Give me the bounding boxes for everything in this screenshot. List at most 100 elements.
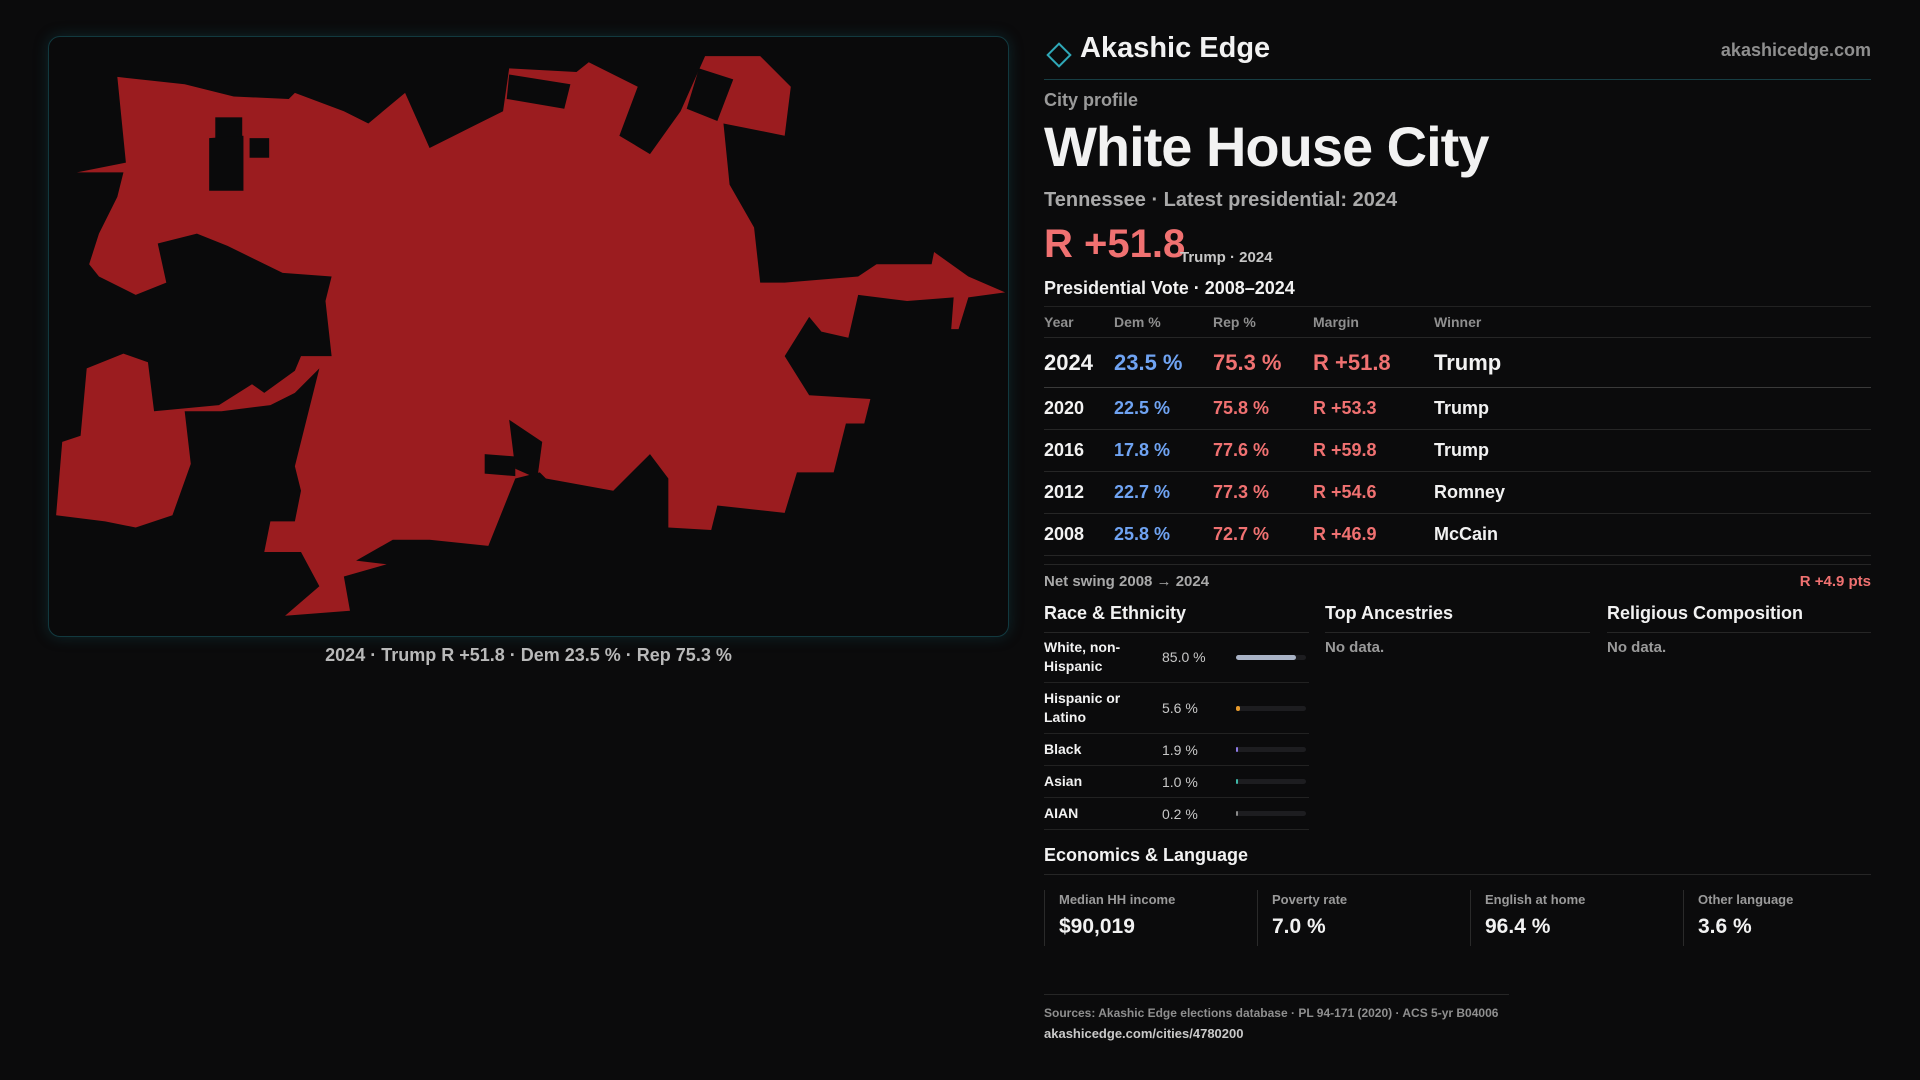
table-cell: 75.8 % <box>1213 398 1270 418</box>
race-label: AIAN <box>1044 805 1079 821</box>
divider <box>1044 79 1871 80</box>
stat-box: Poverty rate 7.0 % <box>1257 890 1470 946</box>
race-row: Black 1.9 % <box>1044 734 1309 766</box>
race-bar <box>1236 705 1240 711</box>
stat-value: 7.0 % <box>1272 915 1326 938</box>
table-cell: 75.3 % <box>1213 349 1282 375</box>
city-title: White House City <box>1044 115 1489 178</box>
brand: Akashic Edge <box>1080 32 1271 64</box>
bar-track <box>1236 747 1306 752</box>
table-cell: 2020 <box>1044 398 1085 418</box>
table-cell: R +54.6 <box>1313 482 1377 502</box>
stat-value: $90,019 <box>1059 915 1135 938</box>
table-cell: R +53.3 <box>1313 398 1377 418</box>
map-caption: 2024 · Trump R +51.8 · Dem 23.5 % · Rep … <box>325 645 732 665</box>
margin-note: Trump · 2024 <box>1180 249 1273 266</box>
table-cell: 77.6 % <box>1213 440 1270 460</box>
stat-value: 3.6 % <box>1698 915 1752 938</box>
section-title: Race & Ethnicity <box>1044 603 1309 633</box>
no-data: No data. <box>1325 639 1385 656</box>
race-bar <box>1236 811 1238 816</box>
stat-box: Other language 3.6 % <box>1683 890 1896 946</box>
table-header: Year Dem % Rep % Margin Winner <box>1044 307 1871 338</box>
stat-label: Poverty rate <box>1272 892 1348 907</box>
map-panel <box>48 36 1009 637</box>
race-label: White, non-Hispanic <box>1044 639 1121 674</box>
table-cell: 22.7 % <box>1114 482 1171 502</box>
table-cell: Trump <box>1434 349 1502 375</box>
section-title: Religious Composition <box>1607 603 1871 633</box>
table-cell: R +51.8 <box>1313 349 1391 375</box>
city-shape <box>56 56 1006 616</box>
column-header: Dem % <box>1114 314 1161 330</box>
table-row: 2024 23.5 % 75.3 % R +51.8 Trump <box>1044 338 1871 388</box>
table-cell: 22.5 % <box>1114 398 1171 418</box>
profile-panel: Akashic Edge akashicedge.com City profil… <box>1044 0 1871 1080</box>
bar-track <box>1236 654 1306 660</box>
table-cell: Romney <box>1434 482 1506 502</box>
column-header: Rep % <box>1213 314 1256 330</box>
race-label: Black <box>1044 741 1082 757</box>
section-title: Top Ancestries <box>1325 603 1590 633</box>
race-list: White, non-Hispanic 85.0 % Hispanic or Lat… <box>1044 632 1309 830</box>
race-bar <box>1236 654 1296 660</box>
table-cell: 2008 <box>1044 524 1085 544</box>
sources: Sources: Akashic Edge elections database… <box>1044 1006 1499 1020</box>
divider <box>1044 994 1509 995</box>
column-header: Margin <box>1313 314 1359 330</box>
race-value: 5.6 % <box>1162 700 1198 716</box>
city-map <box>56 56 1006 616</box>
column-header: Year <box>1044 314 1074 330</box>
race-value: 1.9 % <box>1162 741 1198 758</box>
swing-value: R +4.9 pts <box>1799 573 1871 590</box>
table-cell: 72.7 % <box>1213 524 1270 544</box>
table-cell: R +46.9 <box>1313 524 1377 544</box>
race-value: 85.0 % <box>1162 649 1206 665</box>
race-bar <box>1236 779 1238 784</box>
table-cell: R +59.8 <box>1313 440 1377 460</box>
logo-icon <box>1046 42 1072 68</box>
margin-headline: R +51.8 <box>1044 222 1186 266</box>
race-label: Asian <box>1044 773 1083 789</box>
table-cell: 2016 <box>1044 440 1085 460</box>
column-header: Winner <box>1434 314 1482 330</box>
swing-label: Net swing 2008 → 2024 <box>1044 573 1210 590</box>
bar-track <box>1236 811 1306 816</box>
table-cell: 17.8 % <box>1114 440 1171 460</box>
table-row: 2008 25.8 % 72.7 % R +46.9 McCain <box>1044 514 1871 556</box>
site[interactable]: akashicedge.com <box>1720 40 1871 60</box>
table-title: Presidential Vote · 2008–2024 <box>1044 278 1295 298</box>
race-row: White, non-Hispanic 85.0 % <box>1044 632 1309 683</box>
table-cell: 23.5 % <box>1114 349 1183 375</box>
divider <box>1044 564 1871 565</box>
stat-box: English at home 96.4 % <box>1470 890 1683 946</box>
section-title: Economics & Language <box>1044 845 1871 875</box>
race-row: AIAN 0.2 % <box>1044 798 1309 830</box>
table-row: 2020 22.5 % 75.8 % R +53.3 Trump <box>1044 388 1871 430</box>
table-cell: 77.3 % <box>1213 482 1270 502</box>
table-cell: 25.8 % <box>1114 524 1171 544</box>
kicker: City profile <box>1044 90 1139 110</box>
race-value: 1.0 % <box>1162 773 1198 790</box>
race-bar <box>1236 747 1238 752</box>
no-data: No data. <box>1607 639 1667 656</box>
race-row: Hispanic or Latino 5.6 % <box>1044 683 1309 734</box>
table-cell: Trump <box>1434 440 1490 460</box>
race-row: Asian 1.0 % <box>1044 766 1309 798</box>
stat-label: Median HH income <box>1059 892 1176 907</box>
table-cell: Trump <box>1434 398 1490 418</box>
bar-track <box>1236 705 1306 711</box>
url[interactable]: akashicedge.com/cities/4780200 <box>1044 1026 1244 1041</box>
bar-track <box>1236 779 1306 784</box>
stat-value: 96.4 % <box>1485 915 1551 938</box>
stat-box: Median HH income $90,019 <box>1044 890 1257 946</box>
table-row: 2016 17.8 % 77.6 % R +59.8 Trump <box>1044 430 1871 472</box>
stat-label: English at home <box>1485 892 1586 907</box>
table-cell: 2012 <box>1044 482 1085 502</box>
table-row: 2012 22.7 % 77.3 % R +54.6 Romney <box>1044 472 1871 514</box>
stat-label: Other language <box>1698 892 1794 907</box>
race-value: 0.2 % <box>1162 805 1198 822</box>
table-cell: 2024 <box>1044 349 1093 375</box>
subtitle: Tennessee · Latest presidential: 2024 <box>1044 189 1398 211</box>
